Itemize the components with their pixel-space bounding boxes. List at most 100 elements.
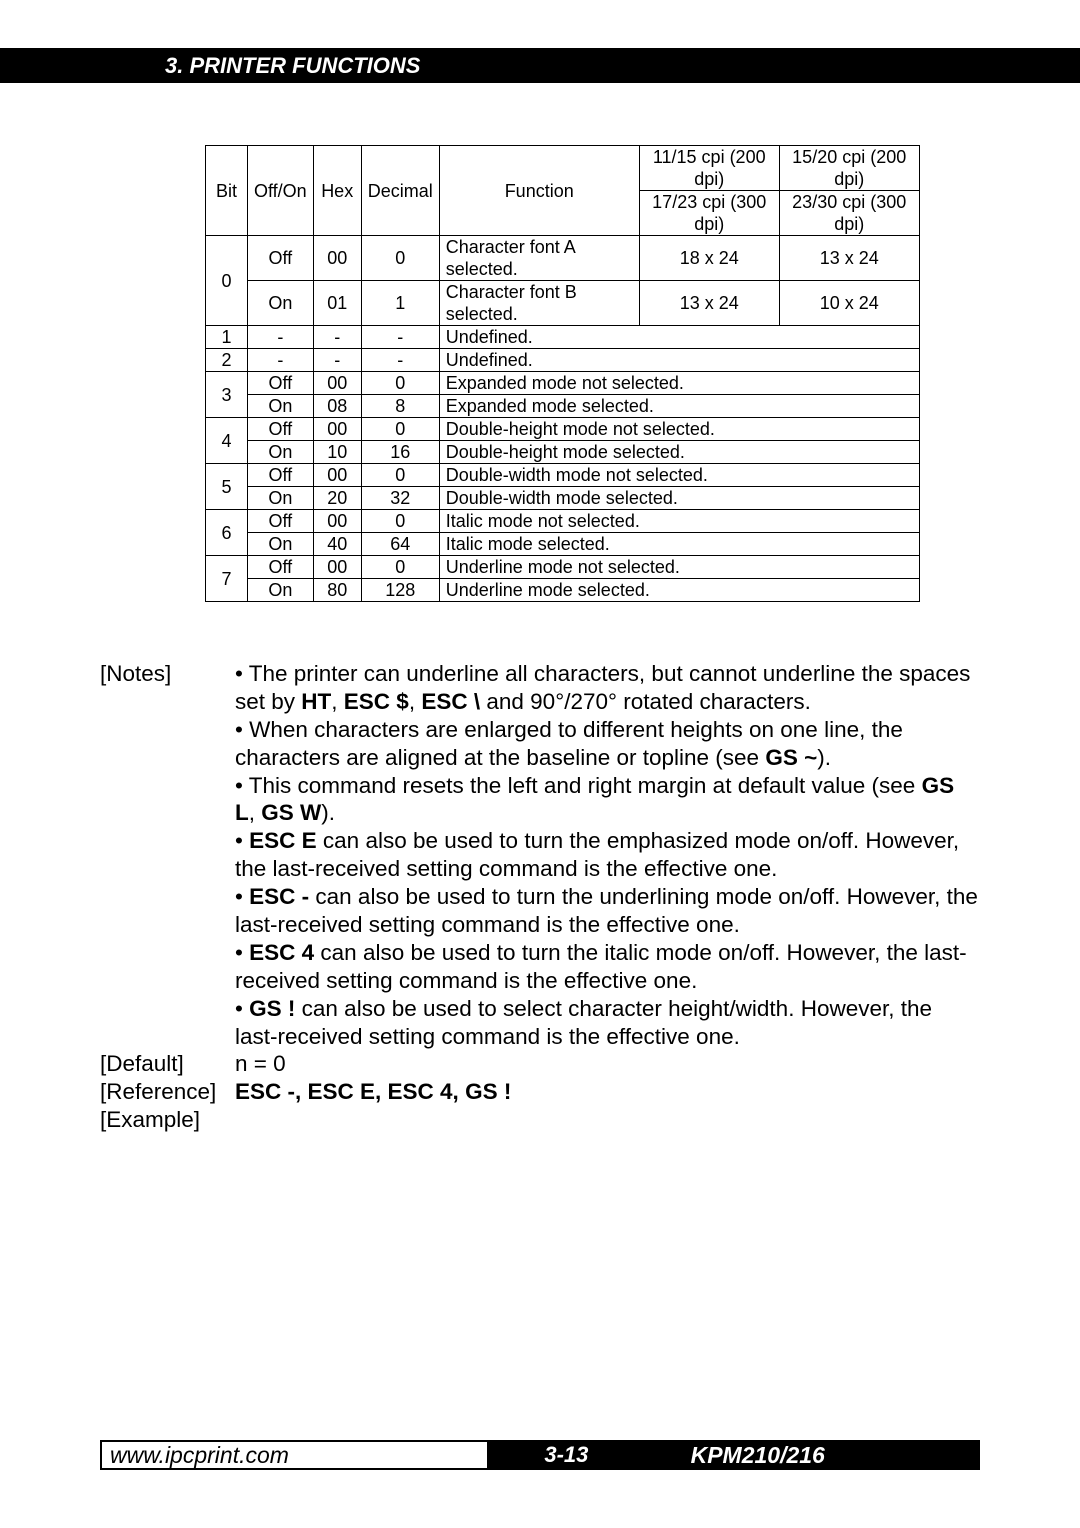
cell-offon: Off — [248, 236, 314, 281]
cell-offon: Off — [248, 418, 314, 441]
cell-dec: 1 — [361, 281, 439, 326]
cell-fn: Character font A selected. — [439, 236, 639, 281]
table-row: 2 - - - Undefined. — [206, 349, 920, 372]
cell-offon: Off — [248, 464, 314, 487]
bold-text: HT — [301, 689, 331, 714]
th-function: Function — [439, 146, 639, 236]
cell-offon: On — [248, 395, 314, 418]
cell-hex: 00 — [313, 418, 361, 441]
text: ). — [817, 745, 831, 770]
note-1: • The printer can underline all characte… — [235, 660, 980, 716]
cell-dec: 16 — [361, 441, 439, 464]
table-row: On 10 16 Double-height mode selected. — [206, 441, 920, 464]
cell-hex: 00 — [313, 510, 361, 533]
bit-function-table: Bit Off/On Hex Decimal Function 11/15 cp… — [205, 145, 920, 602]
th-cpi2b: 23/30 cpi (300 dpi) — [779, 191, 919, 236]
cell-offon: - — [248, 349, 314, 372]
cell-dec: 0 — [361, 510, 439, 533]
cell-c1: 18 x 24 — [639, 236, 779, 281]
example-value — [235, 1106, 980, 1134]
reference-label: [Reference] — [100, 1078, 235, 1106]
th-cpi1a: 11/15 cpi (200 dpi) — [639, 146, 779, 191]
table-row: On 80 128 Underline mode selected. — [206, 579, 920, 602]
footer-url: www.ipcprint.com — [100, 1440, 487, 1470]
cell-dec: 0 — [361, 372, 439, 395]
cell-hex: 01 — [313, 281, 361, 326]
notes-section: [Notes] • The printer can underline all … — [100, 660, 980, 1134]
cell-fn: Expanded mode not selected. — [439, 372, 919, 395]
note-3: • This command resets the left and right… — [235, 772, 980, 828]
cell-hex: 08 — [313, 395, 361, 418]
table-row: On 01 1 Character font B selected. 13 x … — [206, 281, 920, 326]
cell-offon: Off — [248, 372, 314, 395]
cell-bit: 4 — [206, 418, 248, 464]
cell-bit: 1 — [206, 326, 248, 349]
table-row: On 08 8 Expanded mode selected. — [206, 395, 920, 418]
cell-fn: Double-width mode selected. — [439, 487, 919, 510]
cell-fn: Expanded mode selected. — [439, 395, 919, 418]
bold-text: GS ! — [249, 996, 295, 1021]
table-row: On 40 64 Italic mode selected. — [206, 533, 920, 556]
th-cpi1b: 17/23 cpi (300 dpi) — [639, 191, 779, 236]
header-title: 3. PRINTER FUNCTIONS — [165, 53, 420, 78]
text: • — [235, 940, 249, 965]
cell-bit: 5 — [206, 464, 248, 510]
cell-offon: On — [248, 533, 314, 556]
cell-fn: Italic mode not selected. — [439, 510, 919, 533]
cell-hex: 00 — [313, 236, 361, 281]
cell-offon: On — [248, 441, 314, 464]
bold-text: ESC - — [249, 884, 309, 909]
text: , — [409, 689, 422, 714]
notes-body: • The printer can underline all characte… — [235, 660, 980, 1050]
cell-fn: Underline mode selected. — [439, 579, 919, 602]
text: • — [235, 996, 249, 1021]
bold-text: ESC E — [249, 828, 317, 853]
text: , — [331, 689, 344, 714]
cell-dec: 0 — [361, 236, 439, 281]
bold-text: ESC \ — [421, 689, 480, 714]
table-row: 1 - - - Undefined. — [206, 326, 920, 349]
bold-text: GS W — [261, 800, 321, 825]
note-6: • ESC 4 can also be used to turn the ita… — [235, 939, 980, 995]
header-bar: 3. PRINTER FUNCTIONS — [0, 48, 1080, 83]
th-cpi2a: 15/20 cpi (200 dpi) — [779, 146, 919, 191]
cell-hex: 40 — [313, 533, 361, 556]
th-hex: Hex — [313, 146, 361, 236]
cell-offon: Off — [248, 510, 314, 533]
reference-value: ESC -, ESC E, ESC 4, GS ! — [235, 1078, 980, 1106]
th-decimal: Decimal — [361, 146, 439, 236]
cell-hex: - — [313, 349, 361, 372]
cell-offon: On — [248, 281, 314, 326]
cell-fn: Double-height mode selected. — [439, 441, 919, 464]
footer-page: 3-13 — [487, 1442, 645, 1468]
text: can also be used to turn the emphasized … — [235, 828, 959, 881]
cell-fn: Italic mode selected. — [439, 533, 919, 556]
text: • — [235, 828, 249, 853]
note-7: • GS ! can also be used to select charac… — [235, 995, 980, 1051]
cell-hex: - — [313, 326, 361, 349]
cell-fn: Undefined. — [439, 349, 919, 372]
cell-hex: 10 — [313, 441, 361, 464]
bold-text: ESC 4 — [249, 940, 314, 965]
cell-dec: 0 — [361, 418, 439, 441]
content-area: Bit Off/On Hex Decimal Function 11/15 cp… — [100, 145, 980, 1134]
th-bit: Bit — [206, 146, 248, 236]
cell-bit: 6 — [206, 510, 248, 556]
cell-hex: 20 — [313, 487, 361, 510]
bold-text: ESC $ — [344, 689, 409, 714]
text: , — [249, 800, 262, 825]
text: • — [235, 884, 249, 909]
table-row: 5 Off 00 0 Double-width mode not selecte… — [206, 464, 920, 487]
table-row: 7 Off 00 0 Underline mode not selected. — [206, 556, 920, 579]
cell-hex: 80 — [313, 579, 361, 602]
table-row: 3 Off 00 0 Expanded mode not selected. — [206, 372, 920, 395]
cell-dec: 0 — [361, 464, 439, 487]
table-row: 0 Off 00 0 Character font A selected. 18… — [206, 236, 920, 281]
cell-bit: 2 — [206, 349, 248, 372]
notes-label: [Notes] — [100, 660, 235, 1050]
text: can also be used to select character hei… — [235, 996, 932, 1049]
example-label: [Example] — [100, 1106, 235, 1134]
cell-c2: 10 x 24 — [779, 281, 919, 326]
table-header-row: Bit Off/On Hex Decimal Function 11/15 cp… — [206, 146, 920, 191]
cell-dec: 64 — [361, 533, 439, 556]
